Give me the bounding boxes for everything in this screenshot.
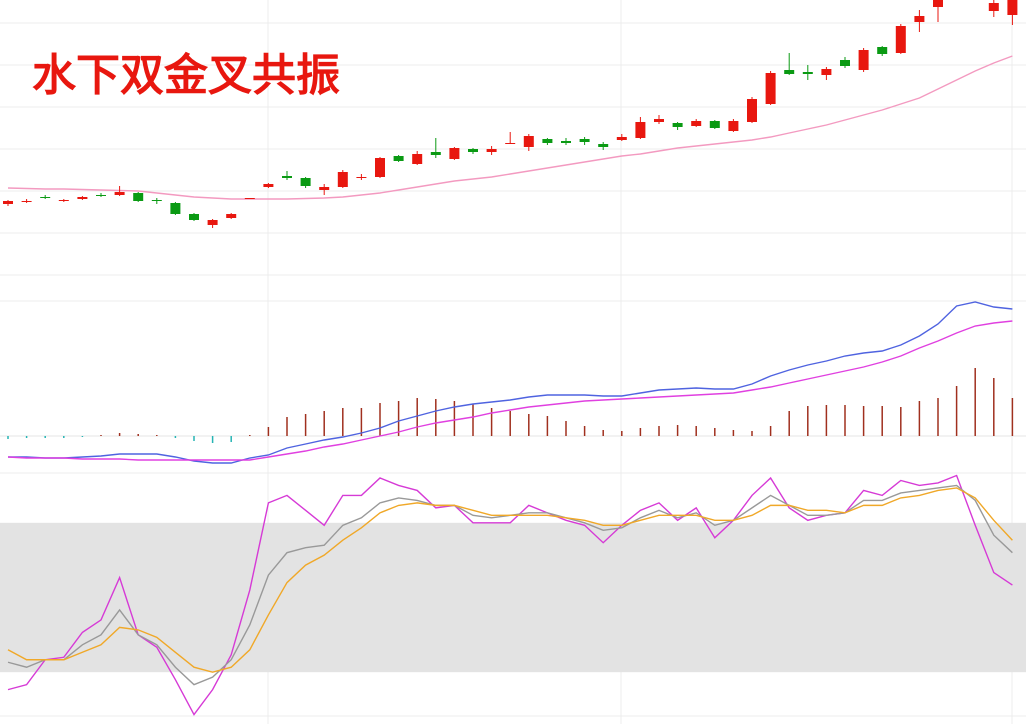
candle-body xyxy=(356,177,367,178)
candle-body xyxy=(207,220,218,225)
candle-body xyxy=(58,200,69,201)
candle-body xyxy=(21,201,32,202)
candle-body xyxy=(189,214,199,220)
candle-body xyxy=(40,197,51,198)
candle-body xyxy=(282,176,292,178)
candle-body xyxy=(877,47,888,54)
candle-body xyxy=(412,154,423,164)
candle-body xyxy=(691,121,702,126)
candle-body xyxy=(933,0,943,7)
candle-body xyxy=(1007,0,1018,15)
kdj-line xyxy=(7,487,1013,673)
candle-body xyxy=(263,184,274,187)
candle-body xyxy=(914,16,925,22)
candle-body xyxy=(77,197,88,199)
candle-body xyxy=(96,195,106,196)
candle-body xyxy=(858,50,869,70)
candle-body xyxy=(393,156,404,161)
candle-body xyxy=(895,26,906,53)
candle-body xyxy=(523,136,534,147)
candle-body xyxy=(375,158,385,177)
candle-body xyxy=(133,193,144,201)
candle-body xyxy=(226,214,237,218)
candle-body xyxy=(468,149,478,152)
candle-body xyxy=(319,187,330,190)
macd-line xyxy=(7,320,1013,461)
candle-body xyxy=(449,148,460,159)
macd-line xyxy=(8,301,1013,464)
candle-body xyxy=(505,143,516,144)
candle-body xyxy=(988,3,999,11)
candle-body xyxy=(170,203,181,214)
moving-average xyxy=(7,55,1013,200)
band xyxy=(0,522,1026,673)
candle-body xyxy=(300,178,311,186)
candle-body xyxy=(616,137,627,140)
candle-panel xyxy=(3,0,1018,228)
candle-body xyxy=(802,72,813,74)
candle-body xyxy=(561,141,571,143)
candle-body xyxy=(765,73,776,104)
candle-body xyxy=(728,121,739,131)
candle-body xyxy=(151,200,162,201)
candle-body xyxy=(821,69,832,75)
candle-body xyxy=(784,70,795,74)
candle-body xyxy=(579,139,590,142)
candle-body xyxy=(542,139,553,143)
candle-body xyxy=(430,152,441,155)
macd-panel xyxy=(0,301,1026,464)
chart-title: 水下双金叉共振 xyxy=(32,50,340,101)
candle-body xyxy=(244,198,255,199)
candle-body xyxy=(840,60,850,66)
candle-body xyxy=(654,119,664,122)
candle-body xyxy=(635,122,646,138)
candle-body xyxy=(672,123,683,127)
candle-body xyxy=(114,192,125,195)
candle-body xyxy=(747,99,757,122)
candle-body xyxy=(598,144,609,147)
candle-body xyxy=(486,149,497,152)
kdj-band-layer xyxy=(0,522,1026,673)
candle-body xyxy=(709,121,720,128)
candle-body xyxy=(3,201,13,204)
kdj-panel xyxy=(7,474,1013,716)
candle-body xyxy=(337,172,348,187)
